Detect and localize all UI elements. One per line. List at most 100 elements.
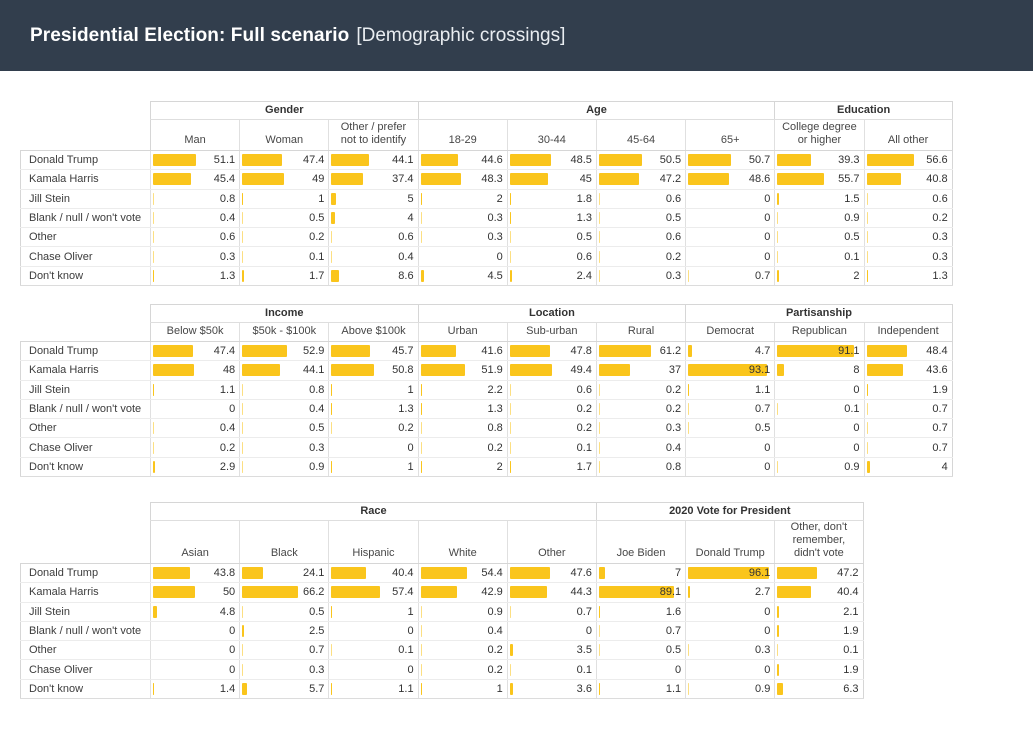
value-bar <box>420 383 423 396</box>
value-bar <box>420 231 422 244</box>
row-label: Donald Trump <box>20 151 150 170</box>
cell-value: 5 <box>407 192 414 205</box>
value-bar <box>598 231 600 244</box>
value-bar <box>866 250 868 263</box>
table-row: Jill Stein 1.1 0.8 1 2.2 0.6 0.2 1.1 0 1.9 <box>20 380 953 400</box>
cell-value: 1.9 <box>843 625 859 638</box>
cell-value: 41.6 <box>481 345 503 358</box>
column-header-row: Below $50k $50k - $100k Above $100k Urban Su… <box>150 322 953 341</box>
value-bar <box>420 644 422 657</box>
value-bar <box>420 212 422 225</box>
cell-value: 48.5 <box>570 154 592 167</box>
value-bar <box>509 192 512 205</box>
value-bar <box>598 460 600 473</box>
value-bar <box>598 250 600 263</box>
cell-value: 47.8 <box>570 345 592 358</box>
cell-value: 0.9 <box>844 460 860 473</box>
value-cell: 4 <box>863 457 953 477</box>
value-bar <box>598 192 600 205</box>
cell-value: 0.5 <box>309 605 325 618</box>
value-bar <box>420 567 467 580</box>
column-header: Other / prefer not to identify <box>328 120 418 150</box>
value-cell: 24.1 <box>239 564 329 583</box>
value-bar <box>331 644 333 657</box>
column-header: Urban <box>417 323 507 341</box>
column-header: All other <box>863 120 953 150</box>
cell-value: 0.4 <box>398 250 414 263</box>
value-cell: 50 <box>150 583 240 602</box>
value-cell: 0.7 <box>506 602 596 621</box>
value-bar <box>509 441 511 454</box>
cell-value: 0.6 <box>576 250 592 263</box>
value-bar <box>598 605 601 618</box>
value-bar <box>598 625 600 638</box>
cell-value: 52.9 <box>302 345 325 358</box>
row-label: Chase Oliver <box>20 438 150 457</box>
value-bar <box>509 644 513 657</box>
value-bar <box>777 644 779 657</box>
value-cell: 1.1 <box>595 679 686 699</box>
cell-value: 2 <box>496 460 503 473</box>
value-bar <box>866 345 907 358</box>
value-cell: 6.3 <box>774 679 864 699</box>
value-bar <box>777 605 780 618</box>
cell-value: 0 <box>764 663 771 676</box>
value-cell: 8 <box>774 361 864 380</box>
value-cell: 0 <box>685 457 775 477</box>
value-cell: 43.8 <box>150 564 240 583</box>
value-bar <box>153 212 154 225</box>
value-cell: 0 <box>685 621 775 641</box>
value-cell: 55.7 <box>774 170 864 189</box>
cell-value: 0.3 <box>665 422 682 435</box>
cell-value: 0.3 <box>219 250 236 263</box>
value-cell: 50.8 <box>328 361 418 380</box>
value-bar <box>242 250 244 263</box>
value-bar <box>153 192 154 205</box>
cell-value: 0.3 <box>932 231 948 244</box>
cell-value: 44.3 <box>570 586 592 599</box>
cell-value: 96.1 <box>748 567 771 580</box>
value-cell: 0.9 <box>417 602 507 621</box>
value-bar <box>153 173 192 186</box>
cell-value: 37 <box>668 364 682 377</box>
value-bar <box>331 212 335 225</box>
value-cell: 0.3 <box>863 247 953 266</box>
value-bar <box>688 383 690 396</box>
cell-value: 0 <box>764 460 771 473</box>
value-cell: 1.3 <box>506 208 596 228</box>
table-row: Donald Trump 51.1 47.4 44.1 44.6 48.5 50.5 50.7… <box>20 151 953 171</box>
cell-value: 2.2 <box>487 383 503 396</box>
cell-value: 45.7 <box>392 345 414 358</box>
value-cell: 1 <box>328 457 418 477</box>
cell-value: 50.7 <box>748 154 771 167</box>
cell-value: 1.3 <box>932 269 948 282</box>
column-header: Rural <box>595 323 686 341</box>
cell-value: 0.4 <box>219 212 236 225</box>
value-cell: 48.3 <box>417 170 507 189</box>
value-cell: 66.2 <box>239 583 329 602</box>
value-cell: 57.4 <box>328 583 418 602</box>
value-bar <box>866 460 870 473</box>
value-bar <box>331 383 333 396</box>
value-cell: 0.2 <box>506 399 596 419</box>
cell-value: 45 <box>579 173 592 186</box>
cell-value: 1 <box>407 460 414 473</box>
value-cell: 1.3 <box>328 399 418 419</box>
value-bar <box>420 192 423 205</box>
table-body: Donald Trump 47.4 52.9 45.7 41.6 47.8 61.2 4.7 9… <box>20 341 953 478</box>
cell-value: 0.9 <box>844 212 860 225</box>
value-bar <box>866 154 914 167</box>
value-bar <box>509 364 552 377</box>
value-cell: 41.6 <box>417 342 507 361</box>
value-bar <box>777 682 783 695</box>
cell-value: 1.6 <box>665 605 682 618</box>
value-bar <box>598 567 605 580</box>
cell-value: 0.1 <box>844 403 860 416</box>
cell-value: 4.8 <box>219 605 236 618</box>
crosstab-gender-age-education: Gender Age Education Man Woman Other / prefer… <box>20 101 953 287</box>
value-bar <box>420 605 422 618</box>
cell-value: 0 <box>853 383 860 396</box>
row-label: Other <box>20 228 150 247</box>
value-cell: 0 <box>328 621 418 641</box>
value-bar <box>242 345 287 358</box>
